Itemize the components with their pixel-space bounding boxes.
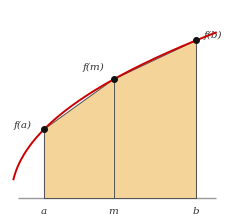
Point <box>42 128 46 131</box>
Polygon shape <box>44 79 114 198</box>
Text: f(a): f(a) <box>13 121 31 130</box>
Text: f(b): f(b) <box>203 30 222 39</box>
Text: a: a <box>41 207 47 216</box>
Text: m: m <box>109 207 119 216</box>
Text: b: b <box>193 207 199 216</box>
Point <box>194 39 198 42</box>
Text: f(m): f(m) <box>83 63 105 72</box>
Point <box>112 78 115 81</box>
Polygon shape <box>114 40 196 198</box>
